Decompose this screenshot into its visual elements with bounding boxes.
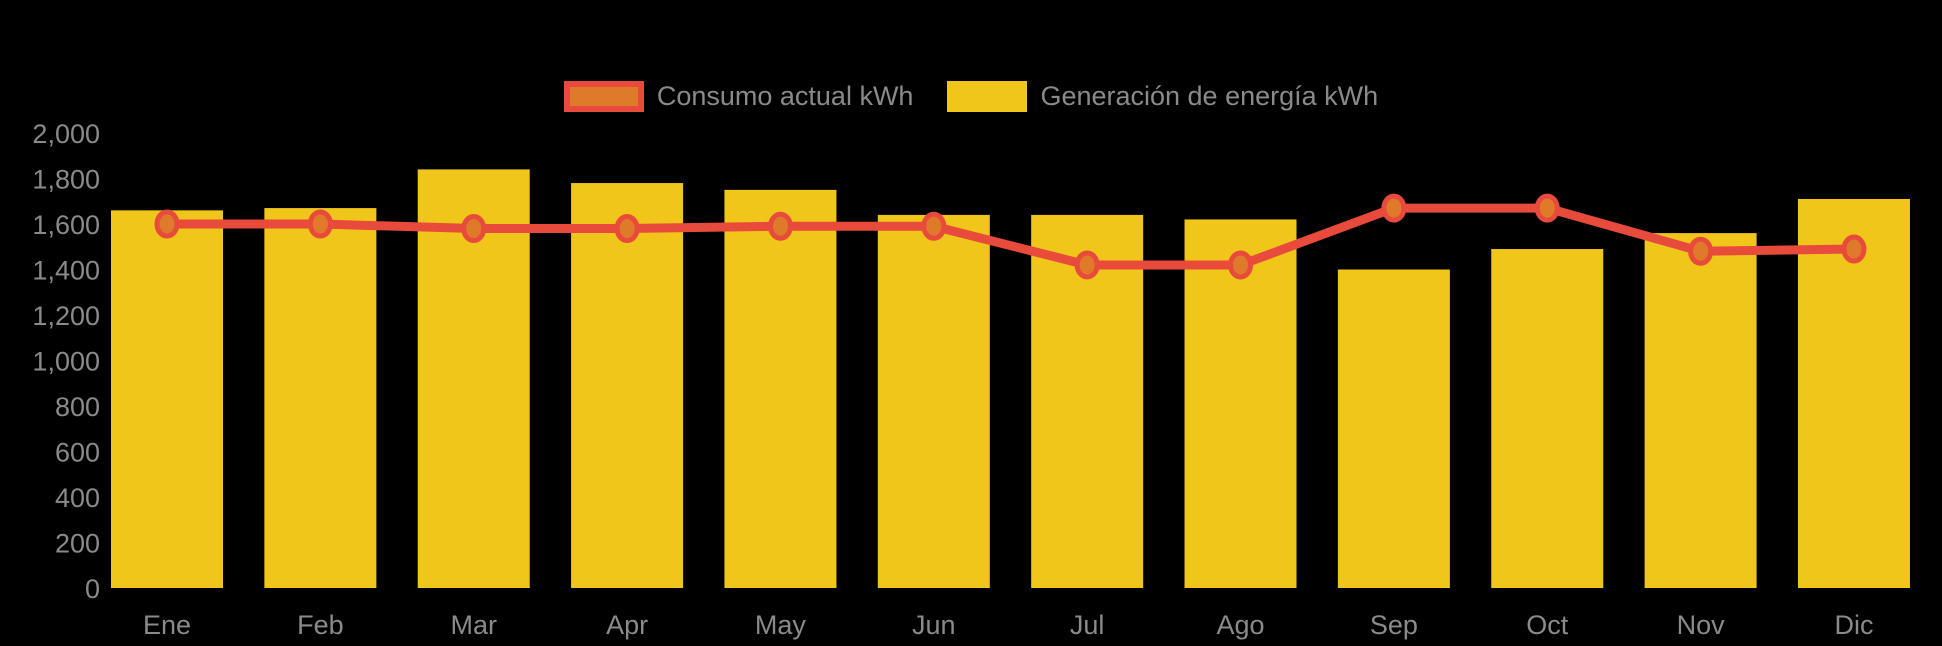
consumo-point-dic[interactable]: [1841, 234, 1867, 264]
y-axis-tick-label: 400: [55, 483, 100, 513]
x-axis-month-label: Nov: [1677, 610, 1726, 640]
legend-item-consumo[interactable]: Consumo actual kWh: [563, 81, 914, 112]
consumo-point-apr[interactable]: [614, 214, 640, 244]
consumo-point-may[interactable]: [767, 211, 793, 241]
y-axis-tick-label: 1,200: [32, 301, 100, 331]
bar-nov[interactable]: [1644, 233, 1757, 588]
y-axis-tick-label: 200: [55, 529, 100, 559]
x-axis-month-label: Oct: [1526, 610, 1569, 640]
consumo-point-feb[interactable]: [307, 209, 333, 239]
consumo-point-mar[interactable]: [461, 214, 487, 244]
bar-ago[interactable]: [1184, 219, 1297, 588]
x-axis-month-label: Ago: [1216, 610, 1264, 640]
x-axis-month-label: Jun: [912, 610, 956, 640]
x-axis-month-label: Jul: [1070, 610, 1105, 640]
x-axis-month-label: Sep: [1370, 610, 1418, 640]
bar-jun[interactable]: [877, 214, 990, 588]
legend-item-generacion[interactable]: Generación de energía kWh: [947, 81, 1378, 112]
bar-apr[interactable]: [571, 183, 684, 589]
consumo-point-oct[interactable]: [1534, 193, 1560, 223]
legend-label-generacion: Generación de energía kWh: [1040, 81, 1379, 111]
bar-oct[interactable]: [1491, 249, 1604, 588]
bar-may[interactable]: [724, 189, 837, 588]
y-axis-tick-label: 1,800: [32, 165, 100, 195]
consumo-point-ago[interactable]: [1228, 250, 1254, 280]
legend-label-consumo: Consumo actual kWh: [656, 81, 914, 111]
bar-feb[interactable]: [264, 208, 377, 588]
bar-sep[interactable]: [1337, 269, 1450, 589]
consumo-point-nov[interactable]: [1688, 236, 1714, 266]
consumo-legend-swatch-icon: [563, 81, 644, 112]
x-axis-month-label: Feb: [297, 610, 344, 640]
bar-dic[interactable]: [1797, 198, 1910, 588]
y-axis-tick-label: 800: [55, 392, 100, 422]
y-axis-tick-label: 1,400: [32, 256, 100, 286]
consumo-point-sep[interactable]: [1381, 193, 1407, 223]
x-axis-month-label: Mar: [450, 610, 497, 640]
consumo-line: [162, 203, 1859, 270]
y-axis-tick-label: 600: [55, 438, 100, 468]
y-axis-tick-label: 2,000: [32, 119, 100, 149]
x-axis-month-label: May: [755, 610, 807, 640]
x-axis-month-label: Dic: [1834, 610, 1873, 640]
x-axis-month-label: Ene: [143, 610, 191, 640]
generacion-legend-swatch-icon: [947, 81, 1028, 112]
consumo-point-jun[interactable]: [921, 211, 947, 241]
y-axis-tick-label: 1,600: [32, 210, 100, 240]
consumo-point-ene[interactable]: [154, 209, 180, 239]
x-axis-month-label: Apr: [606, 610, 648, 640]
y-axis-tick-label: 0: [85, 574, 100, 604]
bar-ene[interactable]: [111, 210, 223, 588]
consumo-point-jul[interactable]: [1074, 250, 1100, 280]
y-axis-tick-label: 1,000: [32, 347, 100, 377]
chart-legend: Consumo actual kWh Generación de energía…: [0, 81, 1942, 112]
